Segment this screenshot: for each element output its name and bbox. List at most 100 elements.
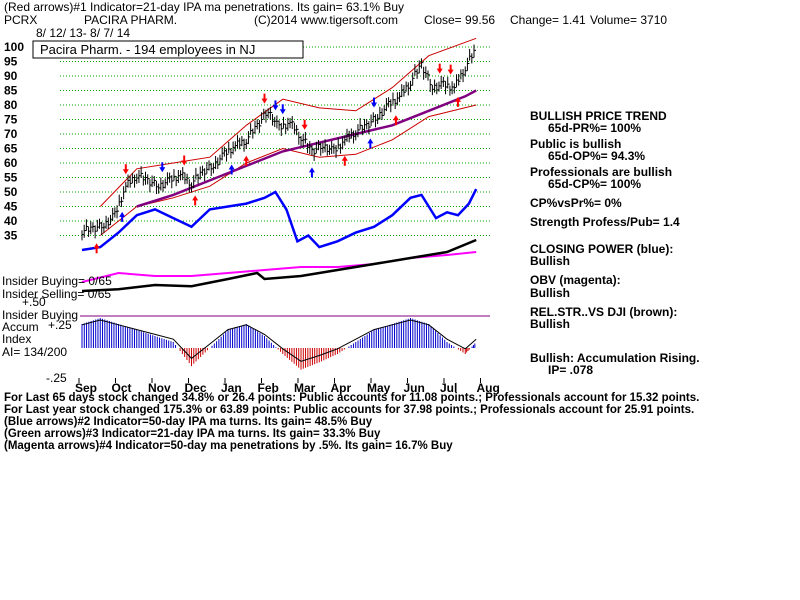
blue-arrow-down-head: [159, 167, 166, 173]
ma50-line: [136, 89, 477, 208]
y-tick-label: 100: [4, 40, 24, 54]
title-box: [32, 40, 304, 59]
y-tick-label: 90: [4, 69, 18, 83]
y-tick-label: 70: [4, 127, 18, 141]
footer-line: For Last year stock changed 175.3% or 63…: [4, 404, 695, 416]
blue-arrow-down-head: [371, 102, 377, 108]
rel-str-path: [81, 238, 477, 293]
copyright-text: (C)2014 www.tigersoft.com: [254, 13, 399, 27]
y-tick-label: 80: [4, 98, 18, 112]
x-tick-label: Jun: [404, 381, 425, 395]
accum-plus25-label: +.25: [48, 318, 72, 332]
y-tick-label: 75: [4, 113, 18, 127]
right-panel-line: IP= .078: [548, 363, 594, 377]
blue-arrow-down-head: [279, 109, 286, 115]
rel-str-line: [81, 238, 477, 293]
signal-arrows: [93, 63, 461, 254]
ma50-path: [136, 89, 477, 208]
accum-label: Accum: [2, 320, 39, 334]
footer-line: For Last 65 days stock changed 34.8% or …: [4, 392, 700, 404]
y-tick-label: 45: [4, 200, 18, 214]
index-label: Index: [2, 332, 32, 346]
footer-line: (Green arrows)#3 Indicator=21-day IPA ma…: [4, 428, 381, 440]
ai-label: AI= 134/200: [2, 345, 68, 359]
accum-minus25-label: -.25: [46, 371, 67, 385]
footer-line: (Magenta arrows)#4 Indicator=50-day ma p…: [4, 440, 453, 452]
right-panel-line: BULLISH PRICE TREND: [530, 109, 667, 123]
x-tick-label: Aug: [477, 381, 500, 395]
right-panel-line: REL.STR..VS DJI (brown):: [530, 305, 678, 319]
right-panel-line: Bullish: [530, 286, 571, 300]
accum-index-bars: [81, 318, 477, 370]
right-panel-line: Bullish: [530, 317, 571, 331]
y-tick-label: 50: [4, 185, 18, 199]
y-tick-label: 85: [4, 84, 18, 98]
red-arrow-up-head: [454, 96, 461, 102]
x-tick-label: Dec: [185, 381, 207, 395]
red-arrow-up-head: [392, 115, 399, 121]
red-arrow-up-head: [93, 243, 100, 249]
red-arrow-down-head: [447, 69, 454, 75]
red-arrow-down-head: [122, 169, 129, 175]
blue-arrow-up-head: [119, 211, 126, 217]
month-x-ticks: Sep Oct Nov Dec Jan Feb Mar Apr May Jun Jul Aug: [75, 378, 500, 395]
date-range: 8/ 12/ 13- 8/ 7/ 14: [36, 26, 131, 40]
right-panel-line: Bullish: Accumulation Rising.: [530, 351, 700, 365]
price-bars: [81, 44, 477, 241]
right-panel-line: 65d-CP%= 100%: [548, 177, 642, 191]
right-panel-line: CLOSING POWER (blue):: [530, 242, 674, 256]
company-name: PACIRA PHARM.: [84, 13, 178, 27]
closing-power-path: [81, 188, 478, 252]
accum-ma-path: [81, 319, 477, 362]
right-panel-line: 65d-OP%= 94.3%: [548, 149, 646, 163]
chart-title: Pacira Pharm. - 194 employees in NJ: [40, 42, 256, 57]
red-arrow-up-head: [192, 195, 199, 201]
ticker-symbol: PCRX: [4, 13, 38, 27]
x-tick-label: Nov: [148, 381, 171, 395]
x-tick-label: Feb: [258, 381, 279, 395]
header-indicator-line: (Red arrows)#1 Indicator=21-day IPA ma p…: [4, 0, 404, 14]
right-panel-line: 65d-PR%= 100%: [548, 121, 642, 135]
volume-value: Volume= 3710: [590, 13, 668, 27]
x-tick-label: Jul: [440, 381, 457, 395]
accum-plus50-label: +.50: [22, 295, 46, 309]
red-arrow-down-head: [436, 68, 443, 74]
y-tick-label: 35: [4, 229, 18, 243]
insider-buying-label: Insider Buying= 0/65: [2, 274, 112, 288]
x-tick-label: Jan: [221, 381, 242, 395]
red-arrow-up-head: [243, 155, 250, 161]
change-value: Change= 1.41: [510, 13, 586, 27]
footer-line: (Blue arrows)#2 Indicator=50-day IPA ma …: [4, 416, 373, 428]
y-tick-label: 55: [4, 171, 18, 185]
red-arrow-down-head: [301, 124, 308, 130]
right-panel-line: Public is bullish: [530, 137, 622, 151]
blue-arrow-down-head: [272, 105, 279, 111]
insider-buying-label-2: Insider Buying: [2, 308, 79, 322]
insider-selling-label: Insider Selling= 0/65: [2, 287, 112, 301]
x-tick-label: May: [367, 381, 391, 395]
y-tick-label: 40: [4, 214, 18, 228]
y-tick-label: 65: [4, 142, 18, 156]
blue-arrow-up-head: [228, 164, 235, 170]
price-bands: [99, 37, 477, 236]
x-tick-label: Sep: [75, 381, 97, 395]
x-tick-label: Mar: [294, 381, 316, 395]
blue-arrow-up-head: [367, 138, 374, 144]
right-panel-line: Strength Profess/Pub= 1.4: [530, 215, 680, 229]
red-arrow-up-head: [341, 155, 348, 161]
red-arrow-down-head: [261, 98, 268, 104]
right-panel-line: OBV (magenta):: [530, 273, 621, 287]
lower-band-line: [99, 104, 477, 236]
closing-power-line: [81, 188, 478, 252]
y-tick-label: 60: [4, 156, 18, 170]
close-value: Close= 99.56: [424, 13, 496, 27]
x-tick-label: Apr: [331, 381, 352, 395]
upper-band-line: [99, 37, 477, 207]
y-tick-label: 95: [4, 55, 18, 69]
right-panel-line: Professionals are bullish: [530, 165, 673, 179]
right-panel-line: Bullish: [530, 254, 571, 268]
blue-arrow-up-head: [308, 167, 315, 173]
red-arrow-down-head: [181, 160, 188, 166]
